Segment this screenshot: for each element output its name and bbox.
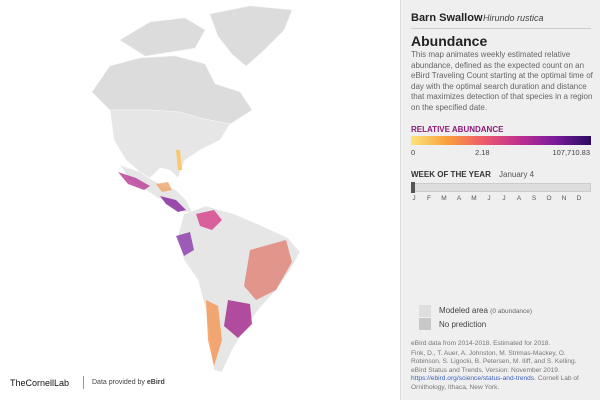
legend-title: RELATIVE ABUNDANCE xyxy=(411,125,504,134)
brazil-abundance xyxy=(244,240,292,300)
separator xyxy=(83,376,84,389)
month-label: O xyxy=(546,195,552,202)
south-america xyxy=(177,205,301,373)
slider-handle[interactable] xyxy=(411,182,415,193)
month-label: M xyxy=(471,195,477,202)
central-america-abundance xyxy=(160,196,186,212)
week-date: January 4 xyxy=(499,170,535,179)
common-name: Barn Swallow xyxy=(411,12,483,24)
pampas-abundance xyxy=(224,300,252,338)
month-label: S xyxy=(531,195,537,202)
mexico-abundance xyxy=(118,172,150,190)
amazon-abundance xyxy=(176,232,194,256)
provider-name[interactable]: eBird xyxy=(146,379,165,386)
month-label: J xyxy=(502,195,506,202)
key-text: Modeled area xyxy=(439,306,488,315)
venezuela-abundance xyxy=(196,210,222,230)
citation: Fink, D., T. Auer, A. Johnston, M. Strim… xyxy=(411,350,593,392)
yucatan-abundance xyxy=(156,182,172,192)
side-panel: Barn Swallow Hirundo rustica Abundance T… xyxy=(400,0,600,400)
north-america-south xyxy=(109,109,231,179)
map[interactable] xyxy=(0,0,400,400)
month-label: J xyxy=(412,195,416,202)
legend-label: 2.18 xyxy=(475,148,490,157)
data-note: eBird data from 2014-2018. Estimated for… xyxy=(411,340,551,347)
arctic-islands xyxy=(119,17,206,57)
greenland xyxy=(209,5,293,67)
no-prediction-swatch xyxy=(419,318,431,330)
month-label: J xyxy=(487,195,491,202)
key-note: (0 abundance) xyxy=(490,308,533,315)
month-label: D xyxy=(576,195,582,202)
month-label: N xyxy=(561,195,567,202)
modeled-swatch xyxy=(419,305,431,317)
scientific-name: Hirundo rustica xyxy=(483,13,544,23)
month-label: A xyxy=(516,195,522,202)
month-label: M xyxy=(441,195,447,202)
legend-label: 107,710.83 xyxy=(552,148,590,157)
key-label: No prediction xyxy=(439,320,487,329)
week-title: WEEK OF THE YEAR xyxy=(411,170,491,179)
citation-text: Fink, D., T. Auer, A. Johnston, M. Strim… xyxy=(411,350,577,374)
divider xyxy=(411,28,591,29)
land xyxy=(91,5,293,125)
description: This map animates weekly estimated relat… xyxy=(411,50,593,112)
citation-end: . Cornell Lab of Ornithology, Ithaca, Ne… xyxy=(411,375,579,391)
andes-abundance xyxy=(206,300,222,366)
month-label: F xyxy=(427,195,431,202)
legend-label: 0 xyxy=(411,148,416,157)
provider-text: Data provided by xyxy=(92,379,145,386)
section-title: Abundance xyxy=(411,33,488,49)
abundance-overlay xyxy=(118,150,292,366)
modeled-land xyxy=(109,109,301,373)
provider: Data provided by eBird xyxy=(92,379,165,386)
color-ramp xyxy=(411,136,591,145)
cornell-logo[interactable]: TheCornellLab xyxy=(10,378,70,388)
week-slider[interactable] xyxy=(411,183,591,192)
key-label: Modeled area (0 abundance) xyxy=(439,306,532,315)
florida-abundance xyxy=(176,150,182,170)
citation-link[interactable]: https://ebird.org/science/status-and-tre… xyxy=(411,375,535,383)
month-label: A xyxy=(456,195,462,202)
